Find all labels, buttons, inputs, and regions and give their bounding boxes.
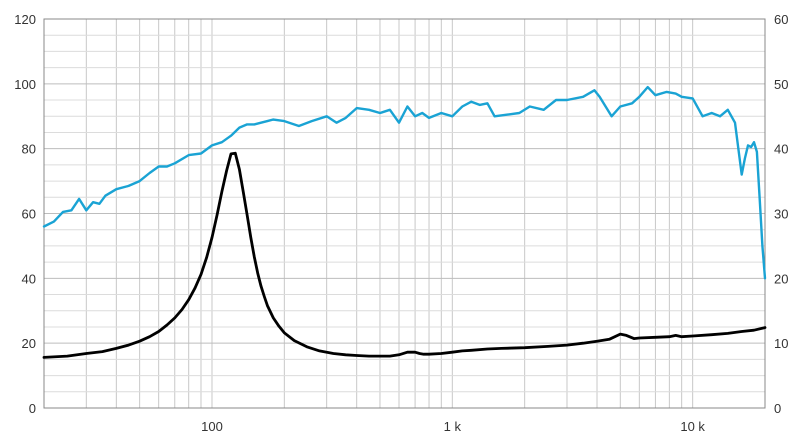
y-left-tick-label: 0	[29, 401, 36, 416]
y-left-tick-label: 40	[22, 271, 36, 286]
y-right-tick-label: 60	[774, 12, 788, 27]
y-left-tick-label: 80	[22, 142, 36, 157]
x-tick-label: 10 k	[680, 419, 705, 434]
y-left-tick-label: 120	[14, 12, 36, 27]
x-tick-label: 1 k	[444, 419, 462, 434]
series-group	[42, 85, 767, 359]
y-left-tick-label: 100	[14, 77, 36, 92]
y-right-tick-label: 30	[774, 207, 788, 222]
y-right-tick-label: 20	[774, 271, 788, 286]
y-left-tick-label: 20	[22, 336, 36, 351]
y-left-tick-label: 60	[22, 207, 36, 222]
y-right-tick-label: 0	[774, 401, 781, 416]
y-right-tick-label: 10	[774, 336, 788, 351]
plot-frame	[43, 18, 766, 409]
impedance-series-line	[42, 151, 767, 359]
y-right-tick-label: 40	[774, 142, 788, 157]
grid	[43, 18, 766, 409]
x-tick-label: 100	[201, 419, 223, 434]
tick-labels: 0 20 40 60 80 100 120 0 10 20 30 40 50 60 100 1 k 10 k	[14, 12, 788, 434]
y-right-tick-label: 50	[774, 77, 788, 92]
spl-series-line	[42, 85, 767, 280]
